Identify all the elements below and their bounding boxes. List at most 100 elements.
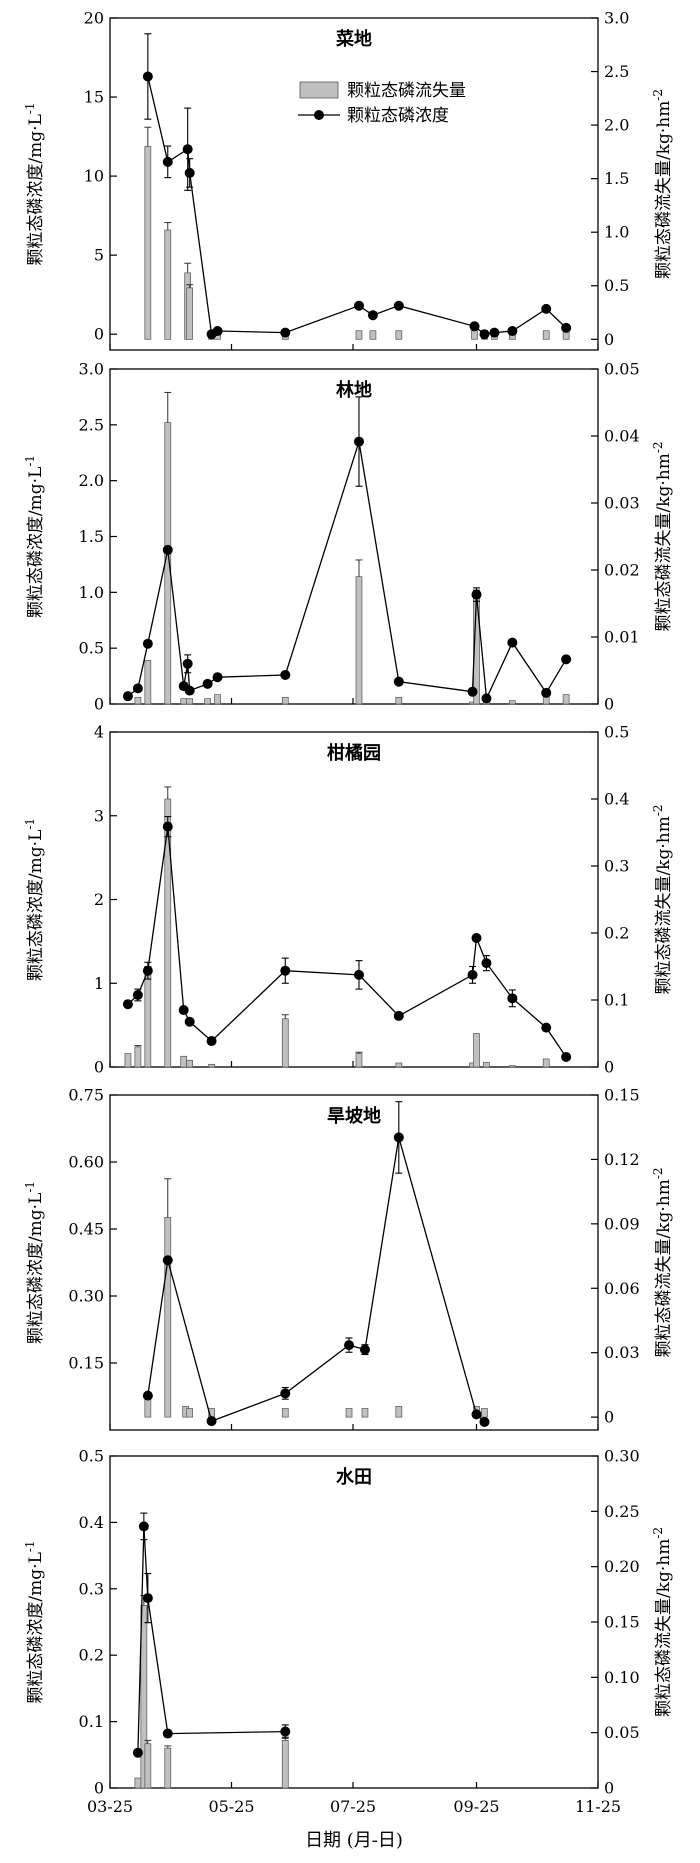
concentration-point bbox=[479, 329, 490, 340]
concentration-point bbox=[142, 1390, 153, 1401]
panel-title: 林地 bbox=[336, 379, 372, 401]
right-tick-label: 0.5 bbox=[604, 276, 629, 295]
plot-frame bbox=[109, 1094, 599, 1431]
loss-bar bbox=[395, 1406, 403, 1418]
loss-bar bbox=[542, 330, 550, 340]
right-tick-label: 0.02 bbox=[604, 561, 640, 580]
loss-bar bbox=[395, 330, 403, 340]
right-tick-label: 0.04 bbox=[604, 427, 640, 446]
right-tick-label: 0.03 bbox=[604, 494, 640, 513]
loss-bar bbox=[345, 1408, 353, 1418]
concentration-point bbox=[138, 1521, 149, 1532]
panel-title: 柑橘园 bbox=[327, 742, 381, 764]
panel-title: 水田 bbox=[336, 1466, 372, 1488]
concentration-point bbox=[353, 300, 364, 311]
left-axis-label: 颗粒态磷浓度/mg·L-1 bbox=[23, 1540, 46, 1703]
concentration-point bbox=[467, 686, 478, 697]
concentration-point bbox=[561, 654, 572, 665]
loss-bar bbox=[483, 1061, 490, 1068]
loss-bar bbox=[509, 700, 516, 705]
right-tick-label: 3.0 bbox=[604, 9, 629, 28]
right-tick-label: 0 bbox=[604, 1058, 614, 1077]
left-tick-label: 1.0 bbox=[79, 583, 104, 602]
concentration-point bbox=[132, 989, 143, 1000]
concentration-point bbox=[122, 691, 133, 702]
left-tick-label: 1 bbox=[94, 974, 104, 993]
panel-2: 0 0.5 1.0 1.5 2.0 2.5 3.0 0 0.01 0.02 0.03 0.04 0.05… bbox=[23, 360, 674, 714]
left-tick-label: 0.4 bbox=[79, 1513, 104, 1532]
loss-bar bbox=[509, 1065, 516, 1068]
left-tick-label: 3 bbox=[94, 806, 104, 825]
right-axis-label: 颗粒态磷流失量/kg·hm-2 bbox=[651, 89, 674, 279]
loss-bar bbox=[208, 1063, 215, 1068]
left-tick-label: 2 bbox=[94, 890, 104, 909]
concentration-line bbox=[147, 1137, 485, 1423]
right-tick-label: 0 bbox=[604, 1779, 614, 1798]
concentration-point bbox=[367, 310, 378, 321]
panel-4: 0.15 0.30 0.45 0.60 0.75 0 0.03 0.06 0.09 0.12 0.1… bbox=[23, 1086, 674, 1431]
concentration-point bbox=[561, 1051, 572, 1062]
loss-bar bbox=[281, 696, 289, 705]
concentration-point bbox=[507, 637, 518, 648]
right-tick-label: 0.10 bbox=[604, 1668, 640, 1687]
concentration-point bbox=[122, 999, 133, 1010]
loss-bar bbox=[186, 287, 194, 340]
concentration-point bbox=[393, 300, 404, 311]
concentration-point bbox=[507, 993, 518, 1004]
x-tick-label: 09-25 bbox=[453, 1797, 499, 1816]
right-tick-label: 0.09 bbox=[604, 1214, 640, 1233]
left-tick-label: 3.0 bbox=[79, 360, 104, 379]
concentration-point bbox=[541, 687, 552, 698]
right-axis-label: 颗粒态磷流失量/kg·hm-2 bbox=[651, 1527, 674, 1717]
concentration-point bbox=[280, 965, 291, 976]
concentration-point bbox=[359, 1344, 370, 1355]
concentration-point bbox=[142, 1593, 153, 1604]
concentration-point bbox=[212, 672, 223, 683]
left-tick-label: 0.15 bbox=[68, 1354, 104, 1373]
panel-5: 0 0.1 0.2 0.3 0.4 0.5 0 0.05 0.10 0.15 0.20 0.25 0.3… bbox=[23, 1447, 674, 1798]
right-axis-label: 颗粒态磷流失量/kg·hm-2 bbox=[651, 1167, 674, 1357]
left-tick-label: 0.2 bbox=[79, 1646, 104, 1665]
concentration-point bbox=[481, 958, 492, 969]
left-axis-label: 颗粒态磷浓度/mg·L-1 bbox=[23, 102, 46, 265]
loss-bar bbox=[355, 576, 363, 705]
loss-bar bbox=[395, 1062, 403, 1068]
loss-bar bbox=[134, 1046, 142, 1068]
loss-bar bbox=[124, 1053, 132, 1068]
right-tick-label: 0.5 bbox=[604, 723, 629, 742]
legend-marker-swatch bbox=[314, 110, 324, 120]
concentration-point bbox=[280, 669, 291, 680]
left-tick-label: 0.5 bbox=[79, 639, 104, 658]
left-axis-label: 颗粒态磷浓度/mg·L-1 bbox=[23, 818, 46, 981]
concentration-point bbox=[507, 326, 518, 337]
left-tick-label: 2.5 bbox=[79, 415, 104, 434]
legend-line-label: 颗粒态磷浓度 bbox=[347, 106, 449, 126]
right-tick-label: 0.1 bbox=[604, 991, 629, 1010]
loss-bar bbox=[180, 698, 188, 705]
concentration-point bbox=[479, 1416, 490, 1427]
right-tick-label: 2.0 bbox=[604, 116, 629, 135]
loss-bar bbox=[355, 1053, 363, 1068]
loss-bar bbox=[164, 1747, 172, 1789]
left-tick-label: 0 bbox=[94, 695, 104, 714]
concentration-point bbox=[206, 1036, 217, 1047]
right-tick-label: 1.5 bbox=[604, 169, 629, 188]
left-tick-label: 10 bbox=[84, 167, 104, 186]
concentration-line bbox=[127, 441, 567, 701]
right-tick-label: 0.05 bbox=[604, 360, 640, 379]
x-tick-label: 11-25 bbox=[575, 1797, 621, 1816]
left-tick-label: 0.3 bbox=[79, 1579, 104, 1598]
concentration-point bbox=[178, 1005, 189, 1016]
concentration-point bbox=[393, 676, 404, 687]
concentration-point bbox=[162, 544, 173, 555]
left-tick-label: 4 bbox=[94, 723, 104, 742]
concentration-point bbox=[142, 71, 153, 82]
loss-bar bbox=[361, 1408, 369, 1418]
loss-bar bbox=[473, 1033, 480, 1068]
concentration-point bbox=[561, 322, 572, 333]
loss-bar bbox=[180, 1055, 188, 1068]
concentration-point bbox=[162, 1728, 173, 1739]
plot-frame bbox=[109, 1455, 599, 1789]
plot-frame bbox=[109, 731, 599, 1068]
